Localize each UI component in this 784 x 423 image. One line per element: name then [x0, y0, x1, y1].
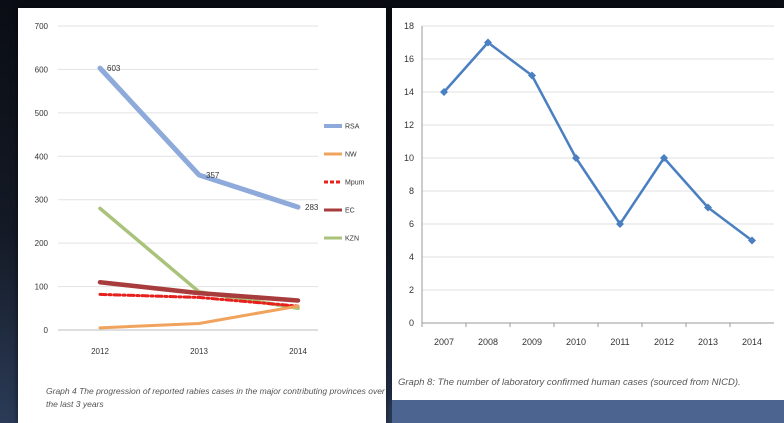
left-chart-caption: Graph 4 The progression of reported rabi… [46, 386, 385, 409]
y-tick-label: 10 [404, 153, 414, 163]
data-point [484, 38, 492, 47]
y-tick-label: 600 [35, 65, 49, 74]
x-tick-label: 2010 [566, 337, 586, 347]
series-line-mpum [98, 292, 300, 308]
y-tick-label: 0 [44, 326, 49, 335]
y-tick-label: 100 [35, 283, 49, 292]
data-point [748, 236, 756, 245]
x-tick-label: 2014 [289, 347, 307, 356]
y-tick-label: 300 [35, 196, 49, 205]
y-tick-label: 8 [409, 186, 414, 196]
y-tick-label: 500 [35, 109, 49, 118]
series-line-ec [97, 279, 301, 303]
x-tick-label: 2012 [91, 347, 109, 356]
x-tick-label: 2011 [610, 337, 629, 347]
data-point [440, 88, 448, 96]
left-chart-panel: 0 100 200 300 400 500 600 700 2012 2013 2014 603 357… [18, 8, 386, 423]
data-point [528, 71, 536, 80]
right-chart-caption: Graph 8: The number of laboratory confir… [398, 377, 741, 388]
x-tick-label: 2014 [742, 337, 762, 347]
data-label: 603 [107, 64, 121, 73]
right-line-chart: 0 2 4 6 8 10 12 14 16 18 2007 2008 2009 2010 2011 2012 2… [404, 21, 774, 347]
x-tick-label: 2007 [434, 337, 454, 347]
left-line-chart: 0 100 200 300 400 500 600 700 2012 2013 2014 603 357… [35, 22, 365, 356]
series-line-nw [98, 304, 300, 330]
legend-label: EC [345, 208, 355, 215]
slide-background-strip [392, 400, 784, 423]
data-point [704, 203, 712, 212]
x-tick-label: 2012 [654, 337, 674, 347]
x-tick-label: 2009 [522, 337, 542, 347]
y-tick-label: 2 [409, 285, 414, 295]
y-tick-label: 6 [409, 219, 414, 229]
y-tick-label: 16 [404, 54, 414, 64]
legend-label: RSA [345, 124, 360, 131]
x-tick-label: 2013 [190, 347, 208, 356]
data-point [572, 154, 580, 162]
data-point [660, 154, 668, 162]
right-chart-panel: 0 2 4 6 8 10 12 14 16 18 2007 2008 2009 2010 2011 2012 2… [392, 8, 784, 400]
legend-label: KZN [345, 236, 359, 243]
y-tick-label: 14 [404, 87, 414, 97]
x-tick-label: 2013 [698, 337, 718, 347]
data-point [616, 220, 624, 228]
y-tick-label: 700 [35, 22, 49, 31]
data-label: 283 [305, 203, 319, 212]
series-line [443, 41, 753, 242]
y-tick-label: 0 [409, 318, 414, 328]
y-tick-label: 400 [35, 152, 49, 161]
data-label: 357 [206, 171, 220, 180]
y-tick-label: 4 [409, 252, 414, 262]
legend-label: NW [345, 152, 357, 159]
x-tick-label: 2008 [478, 337, 498, 347]
y-tick-label: 12 [404, 120, 414, 130]
y-tick-label: 200 [35, 239, 49, 248]
y-tick-label: 18 [404, 21, 414, 31]
legend-label: Mpum [345, 180, 365, 187]
series-line-rsa [97, 65, 301, 210]
